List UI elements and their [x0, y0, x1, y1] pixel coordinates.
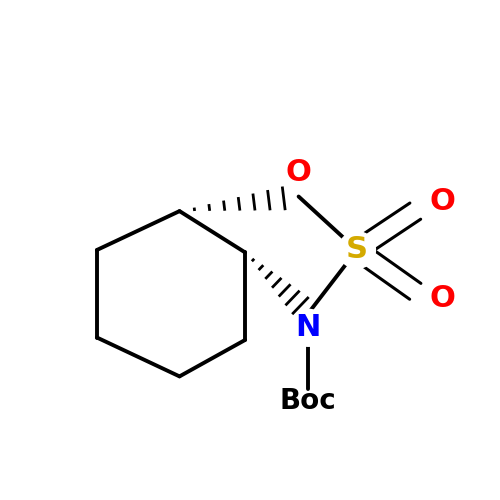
Text: Boc: Boc [280, 386, 336, 414]
Circle shape [280, 154, 317, 190]
Circle shape [338, 232, 376, 268]
Circle shape [424, 183, 461, 220]
Text: S: S [346, 236, 368, 264]
Text: N: N [296, 314, 321, 342]
Circle shape [290, 310, 327, 346]
Circle shape [424, 280, 461, 317]
Text: O: O [429, 284, 455, 313]
Text: O: O [429, 187, 455, 216]
Text: O: O [286, 158, 312, 186]
